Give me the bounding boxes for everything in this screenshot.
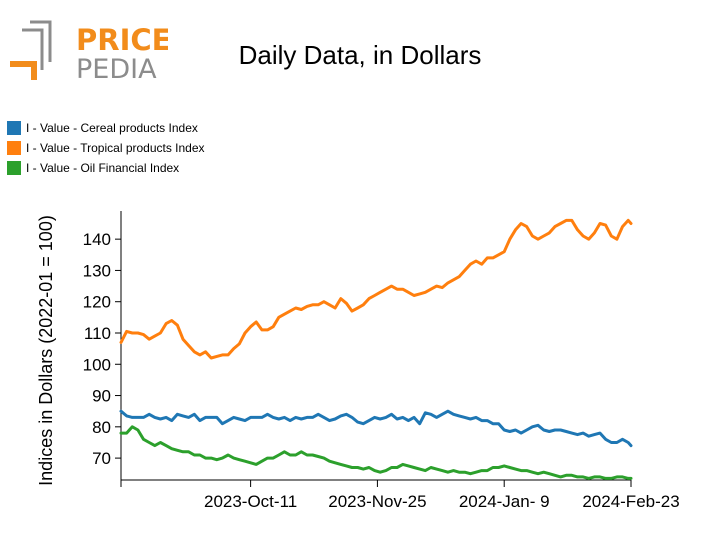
y-tick-label: 110 xyxy=(84,324,111,343)
chart-title: Daily Data, in Dollars xyxy=(238,40,482,70)
y-tick-label: 130 xyxy=(83,261,111,280)
y-tick-label: 100 xyxy=(83,355,111,374)
legend-item: I - Value - Tropical products Index xyxy=(7,138,205,158)
legend-label: I - Value - Oil Financial Index xyxy=(26,161,180,175)
logo-text-price: PRICE xyxy=(76,23,168,57)
legend-swatch xyxy=(7,141,21,155)
series-line-1 xyxy=(119,409,633,448)
chart-legend: I - Value - Cereal products Index I - Val… xyxy=(7,118,205,178)
series-line-2 xyxy=(119,218,633,360)
pricepedia-logo: PRICE PEDIA xyxy=(10,20,168,80)
legend-swatch xyxy=(7,161,21,175)
y-tick-label: 120 xyxy=(83,293,111,312)
y-axis-label: Indices in Dollars (2022-01 = 100) xyxy=(36,215,56,486)
legend-label: I - Value - Tropical products Index xyxy=(26,141,205,155)
legend-item: I - Value - Oil Financial Index xyxy=(7,158,205,178)
y-tick-label: 70 xyxy=(92,449,111,468)
logo-mark-icon xyxy=(10,20,52,80)
x-tick-label: 2024-Jan- 9 xyxy=(459,492,550,511)
legend-swatch xyxy=(7,121,21,135)
x-tick-label: 2023-Oct-11 xyxy=(204,492,297,511)
x-tick-label: 2024-Feb-23 xyxy=(582,492,679,511)
x-tick-label: 2023-Nov-25 xyxy=(328,492,426,511)
series-line-3 xyxy=(119,425,633,480)
logo-text-pedia: PEDIA xyxy=(76,54,157,80)
y-tick-label: 90 xyxy=(92,387,111,406)
y-tick-label: 140 xyxy=(83,230,111,249)
legend-label: I - Value - Cereal products Index xyxy=(26,121,198,135)
y-tick-label: 80 xyxy=(92,418,111,437)
legend-item: I - Value - Cereal products Index xyxy=(7,118,205,138)
